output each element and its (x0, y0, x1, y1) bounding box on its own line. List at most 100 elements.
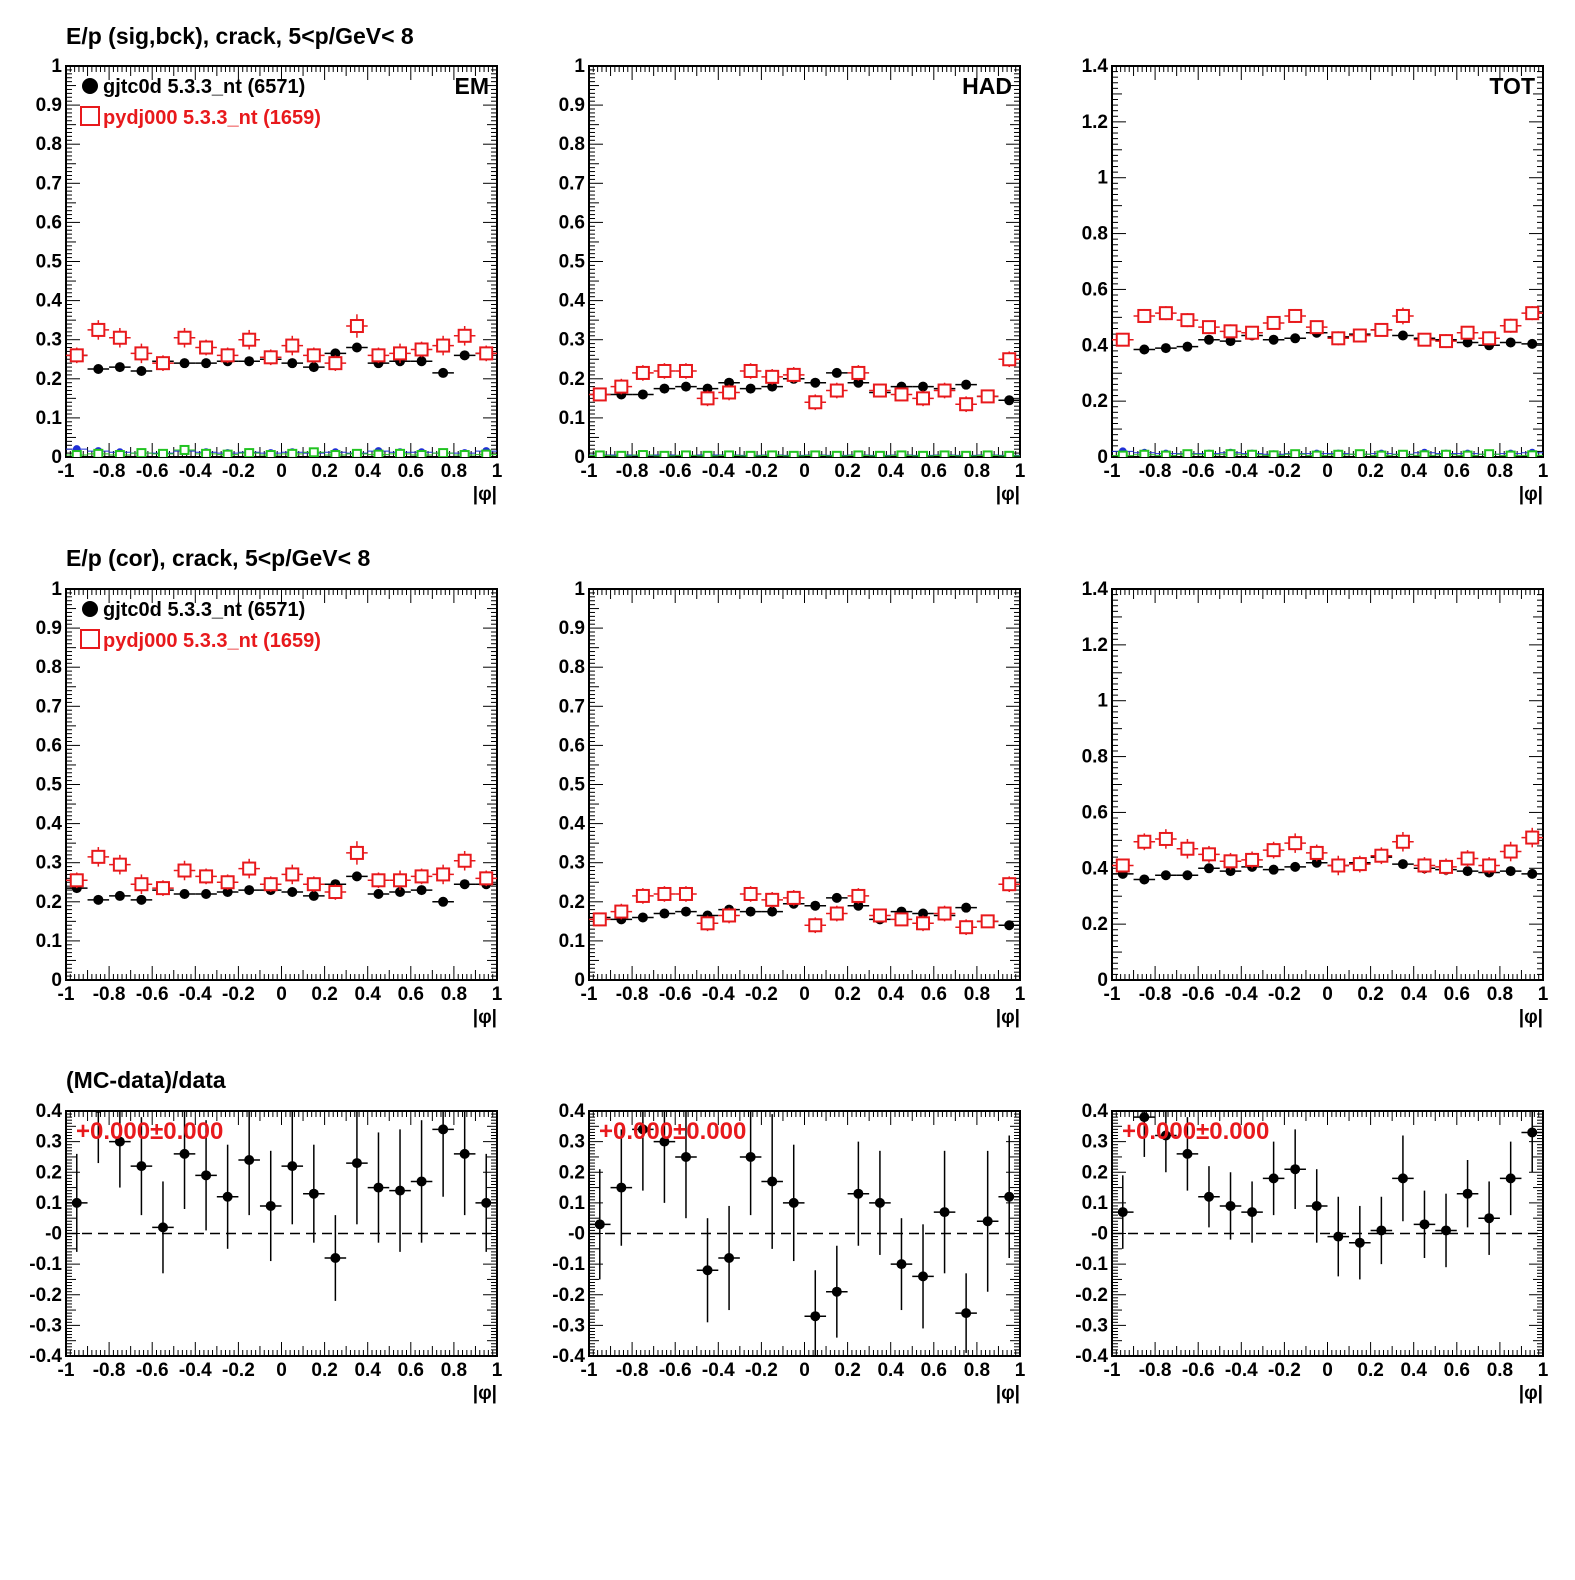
data-point (1268, 334, 1279, 345)
bck-mc-point (114, 450, 125, 457)
y-tick-label: 0.7 (559, 696, 585, 717)
data-point (93, 894, 104, 905)
x-tick-label: 1 (1538, 1360, 1549, 1381)
legend: gjtc0d 5.3.3_nt (6571) pydj000 5.3.3_nt (… (80, 599, 321, 652)
x-tick-label: 0.8 (964, 1360, 990, 1381)
y-tick-label: 0.3 (559, 330, 585, 351)
mc-point (69, 348, 84, 363)
data-point (1484, 1213, 1495, 1224)
mc-point (980, 914, 995, 929)
y-tick-label: -0 (568, 1224, 585, 1245)
row-title-cor: E/p (cor), crack, 5<p/GeV< 8 (66, 545, 370, 571)
y-tick-label: 0.8 (1082, 747, 1108, 768)
mc-point (635, 365, 650, 380)
x-tick-label: -1 (1104, 461, 1121, 482)
panel-r1c2: -1 -0.8 -0.6 -0.4 -0.2 0 0.2 0.4 0.6 0.8 1 0 0.2 0.4 0… (1082, 579, 1549, 1028)
data-point (157, 1222, 168, 1233)
legend-mc-marker (80, 106, 100, 126)
x-tick-label: -0.8 (93, 984, 126, 1005)
bck-mc-point (265, 450, 276, 457)
data-point (201, 358, 212, 369)
x-axis-title: |φ| (473, 1383, 497, 1404)
x-axis-title: |φ| (1519, 1383, 1543, 1404)
bck-mc-point (788, 450, 799, 457)
data-point (982, 1216, 993, 1227)
mc-point (1460, 851, 1475, 866)
mc-point (808, 918, 823, 933)
bck-mc-point (961, 450, 972, 457)
y-tick-label: 1.4 (1082, 56, 1109, 77)
x-tick-label: 1 (492, 984, 503, 1005)
bck-mc-point (1225, 449, 1236, 457)
data-point (179, 1148, 190, 1159)
data-point (1397, 1173, 1408, 1184)
mc-point (743, 363, 758, 378)
mc-point (959, 920, 974, 935)
x-tick-label: -1 (581, 1360, 598, 1381)
y-tick-label: -0.3 (1075, 1315, 1108, 1336)
x-tick-label: 0.6 (1444, 984, 1470, 1005)
data-point (659, 1136, 670, 1147)
x-tick-label: 1 (1538, 984, 1549, 1005)
data-point (351, 342, 362, 353)
y-tick-label: 0.8 (1082, 224, 1108, 245)
y-tick-label: -0.1 (1075, 1254, 1108, 1275)
y-tick-label: 1 (51, 579, 62, 600)
x-tick-label: -0.2 (222, 984, 255, 1005)
mc-point (1331, 331, 1346, 346)
legend: gjtc0d 5.3.3_nt (6571) pydj000 5.3.3_nt (… (80, 76, 321, 129)
mc-point (91, 849, 106, 864)
x-tick-label: 0.2 (834, 984, 860, 1005)
data-point (767, 381, 778, 392)
y-tick-label: 1.2 (1082, 635, 1108, 656)
data-point (831, 1286, 842, 1297)
y-tick-label: 0.3 (36, 330, 62, 351)
mc-point (1180, 313, 1195, 328)
mc-point (678, 886, 693, 901)
data-point (918, 381, 929, 392)
mc-point (786, 890, 801, 905)
x-tick-label: 0 (276, 461, 287, 482)
data-point (767, 906, 778, 917)
y-tick-label: 0.4 (1082, 1101, 1109, 1122)
panel-r0c2: -1 -0.8 -0.6 -0.4 -0.2 0 0.2 0.4 0.6 0.8 1 0 0.2 0.4 0… (1082, 56, 1549, 505)
mc-point (436, 867, 451, 882)
mc-point (134, 877, 149, 892)
bck-mc-point (1247, 449, 1258, 457)
y-tick-label: 0.4 (559, 291, 586, 312)
x-tick-label: 0.8 (964, 461, 990, 482)
x-tick-label: -0.2 (222, 1360, 255, 1381)
mc-point (306, 877, 321, 892)
x-axis-title: |φ| (1519, 1007, 1543, 1028)
y-tick-label: 1 (51, 56, 62, 77)
bck-mc-point (330, 450, 341, 457)
mc-point (328, 885, 343, 900)
y-tick-label: -0.3 (29, 1315, 62, 1336)
data-point (308, 362, 319, 373)
mc-point (436, 338, 451, 353)
mc-point (1460, 325, 1475, 340)
mc-point (91, 322, 106, 337)
data-point (961, 1308, 972, 1319)
data-point (308, 1188, 319, 1199)
panel-r2c1: -1 -0.8 -0.6 -0.4 -0.2 0 0.2 0.4 0.6 0.8 1 -0.4 -0.3… (552, 1101, 1026, 1404)
x-tick-label: 1 (1015, 1360, 1026, 1381)
y-tick-label: 0.2 (559, 1162, 585, 1183)
data-point (201, 1170, 212, 1181)
data-point (1139, 1112, 1150, 1123)
mc-point (1158, 831, 1173, 846)
panel-label: HAD (962, 73, 1012, 99)
x-tick-label: -0.6 (136, 1360, 169, 1381)
data-layer (589, 876, 1020, 936)
data-point (853, 900, 864, 911)
mc-point (1266, 843, 1281, 858)
series-filled-circle (1112, 1111, 1543, 1280)
data-point (680, 1151, 691, 1162)
bck-mc-point (1117, 450, 1128, 457)
x-tick-label: 1 (1015, 461, 1026, 482)
data-point (831, 367, 842, 378)
y-tick-label: 0.2 (36, 369, 62, 390)
y-tick-label: 0 (574, 447, 585, 468)
x-tick-label: 0 (799, 1360, 810, 1381)
y-tick-label: 0.4 (36, 1101, 63, 1122)
